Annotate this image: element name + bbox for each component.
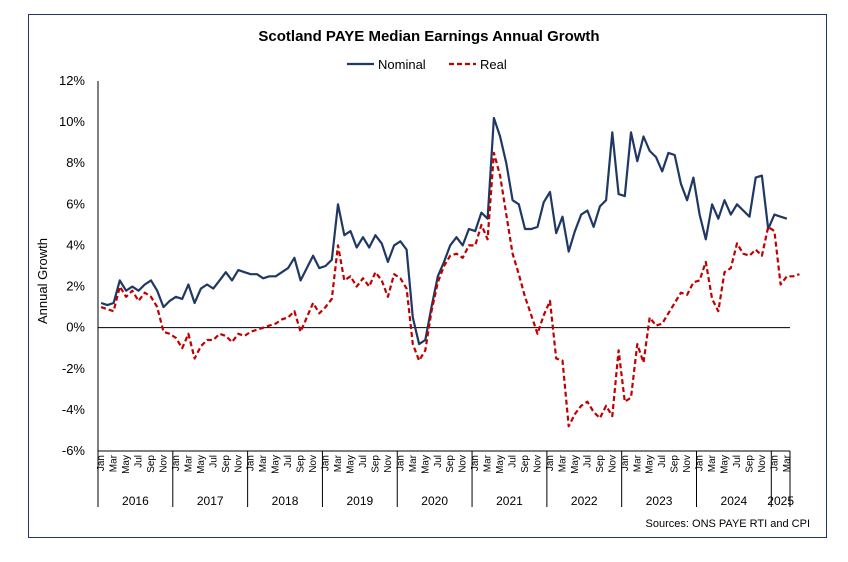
x-tick-label: Mar (557, 454, 568, 472)
year-label: 2019 (346, 494, 373, 508)
x-tick-label: Jul (508, 455, 519, 468)
x-tick-label: Jul (732, 455, 743, 468)
year-label: 2024 (721, 494, 748, 508)
y-tick-label: -6% (62, 443, 86, 458)
y-tick-label: 4% (66, 237, 85, 252)
x-tick-label: May (271, 455, 282, 474)
legend-label-real: Real (480, 57, 507, 72)
x-tick-label: Jul (358, 455, 369, 468)
x-tick-label: May (121, 455, 132, 474)
year-label: 2025 (767, 494, 794, 508)
x-tick-label: Sep (744, 455, 755, 473)
x-tick-label: Jan (171, 455, 182, 471)
x-tick-label: Jan (321, 455, 332, 471)
series-layer (100, 116, 800, 428)
x-tick-label: Sep (445, 455, 456, 473)
year-label: 2021 (496, 494, 523, 508)
x-tick-label: May (720, 455, 731, 474)
y-tick-label: 2% (66, 279, 85, 294)
year-label: 2016 (122, 494, 149, 508)
y-axis-ticks: 12% 10% 8% 6% 4% 2% 0% -2% -4% -6% (59, 73, 85, 458)
x-tick-label: Sep (296, 455, 307, 473)
x-tick-label: Sep (146, 455, 157, 473)
x-tick-label: Mar (707, 454, 718, 472)
x-tick-label: Nov (383, 455, 394, 473)
x-tick-label: Jan (545, 455, 556, 471)
y-tick-label: 10% (59, 114, 85, 129)
y-tick-label: 6% (66, 196, 85, 211)
x-tick-label: May (196, 455, 207, 474)
x-tick-label: Jul (582, 455, 593, 468)
x-tick-label: May (495, 455, 506, 474)
x-tick-label: Jul (134, 455, 145, 468)
source-note: Sources: ONS PAYE RTI and CPI (646, 518, 810, 530)
year-label: 2023 (646, 494, 673, 508)
x-tick-label: Mar (333, 454, 344, 472)
x-tick-label: Sep (520, 455, 531, 473)
x-tick-label: Jan (395, 455, 406, 471)
x-tick-label: Jul (208, 455, 219, 468)
x-tick-label: Nov (533, 455, 544, 473)
x-tick-label: Nov (308, 455, 319, 473)
y-tick-label: 0% (66, 320, 85, 335)
x-tick-label: May (420, 455, 431, 474)
y-tick-label: 12% (59, 73, 85, 88)
x-tick-label: Nov (757, 455, 768, 473)
x-tick-label: Nov (233, 455, 244, 473)
series-line-real (100, 151, 800, 428)
y-tick-label: 8% (66, 155, 85, 170)
series-line-nominal (100, 116, 788, 346)
x-tick-label: Sep (221, 455, 232, 473)
y-axis-title: Annual Growth (35, 238, 50, 324)
x-tick-label: Jan (246, 455, 257, 471)
line-chart: Scotland PAYE Median Earnings Annual Gro… (35, 28, 810, 530)
x-tick-label: Nov (158, 455, 169, 473)
x-tick-label: Mar (183, 454, 194, 472)
x-tick-label: Jan (620, 455, 631, 471)
x-tick-label: Jan (96, 455, 107, 471)
x-tick-label: Jul (433, 455, 444, 468)
x-tick-label: Mar (782, 454, 793, 472)
x-axis: Jan Mar May Jul Sep Nov Jan Mar May Jul Sep Nov Jan M… (96, 81, 794, 508)
year-label: 2022 (571, 494, 598, 508)
legend: Nominal Real (347, 57, 507, 72)
x-tick-label: May (645, 455, 656, 474)
legend-label-nominal: Nominal (378, 57, 426, 72)
x-tick-label: Sep (370, 455, 381, 473)
x-tick-label: Nov (458, 455, 469, 473)
x-tick-label: Jan (695, 455, 706, 471)
x-tick-label: Nov (607, 455, 618, 473)
x-tick-label: Jul (657, 455, 668, 468)
y-tick-label: -2% (62, 361, 86, 376)
x-tick-label: Mar (408, 454, 419, 472)
x-tick-label: Mar (483, 454, 494, 472)
year-label: 2020 (421, 494, 448, 508)
y-tick-label: -4% (62, 402, 86, 417)
year-label: 2018 (272, 494, 299, 508)
x-tick-label: Sep (670, 455, 681, 473)
year-label: 2017 (197, 494, 224, 508)
x-tick-label: Mar (258, 454, 269, 472)
x-tick-label: May (570, 455, 581, 474)
x-tick-label: Sep (595, 455, 606, 473)
x-tick-label: Mar (632, 454, 643, 472)
x-tick-label: Jan (769, 455, 780, 471)
chart-frame: Scotland PAYE Median Earnings Annual Gro… (28, 14, 827, 538)
x-tick-label: Nov (682, 455, 693, 473)
x-tick-label: Jul (283, 455, 294, 468)
chart-title: Scotland PAYE Median Earnings Annual Gro… (258, 28, 599, 45)
x-tick-label: Jan (470, 455, 481, 471)
x-tick-label: May (345, 455, 356, 474)
x-tick-label: Mar (109, 454, 120, 472)
